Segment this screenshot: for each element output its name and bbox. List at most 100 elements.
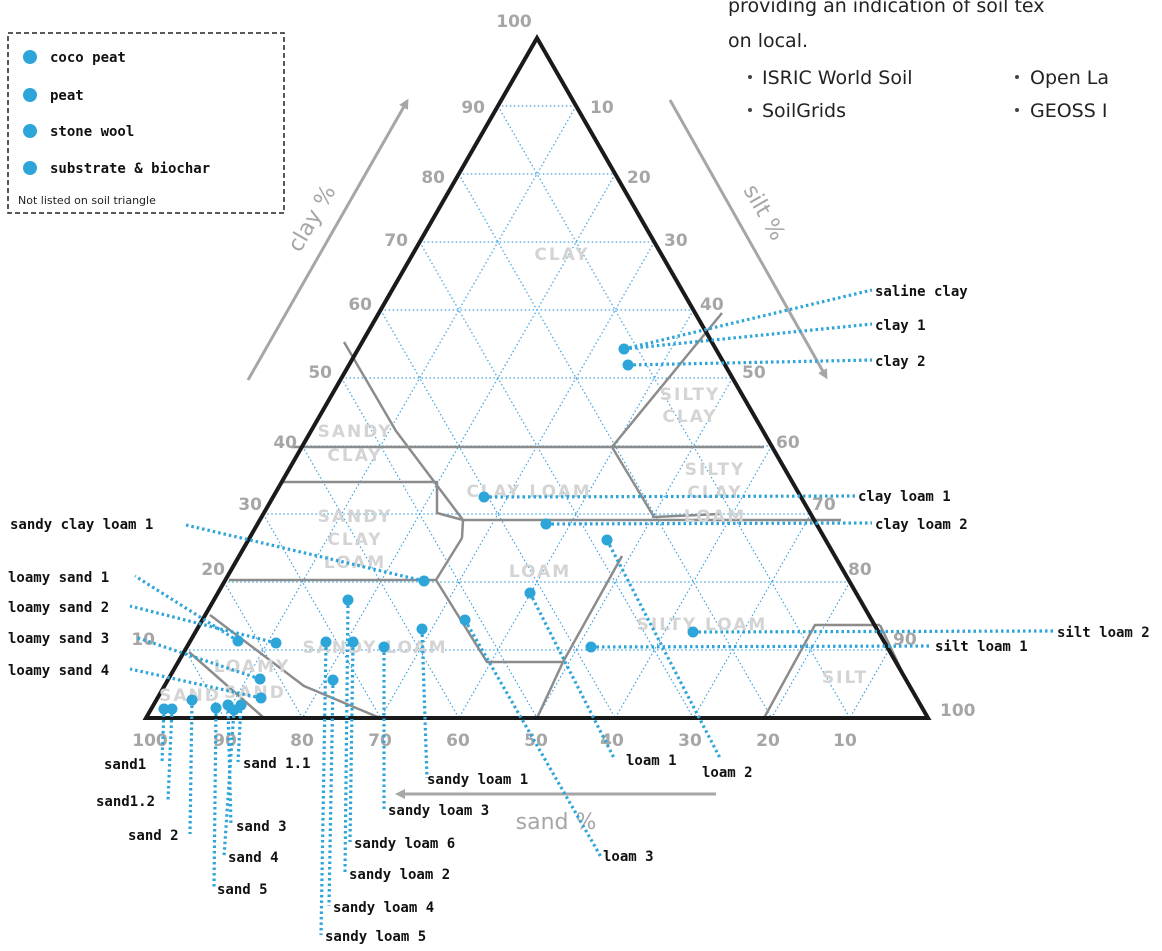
sample-label: sand 2 bbox=[128, 828, 179, 844]
sample-label: loam 1 bbox=[626, 753, 677, 769]
sample-point bbox=[347, 636, 359, 648]
sample-point bbox=[166, 703, 178, 715]
sample-point bbox=[478, 491, 490, 503]
intro-line-1: providing an indication of soil tex bbox=[728, 0, 1045, 17]
clay-tick: 40 bbox=[273, 433, 297, 453]
legend: coco peat peat stone wool substrate & bi… bbox=[7, 32, 285, 214]
sample-label: silt loam 1 bbox=[935, 639, 1028, 655]
legend-item-coco-peat: coco peat bbox=[50, 50, 126, 66]
silt-tick: 20 bbox=[627, 168, 651, 188]
legend-dot-icon bbox=[23, 161, 37, 175]
sample-point bbox=[585, 641, 597, 653]
grid-line bbox=[301, 173, 616, 719]
silt-arrow-icon bbox=[668, 99, 828, 380]
region-loamy-sand-2: SAND bbox=[224, 683, 286, 703]
class-boundary bbox=[610, 446, 721, 519]
silt-tick: 30 bbox=[664, 231, 688, 251]
bullet-icon bbox=[748, 75, 752, 79]
sample-label: sandy loam 3 bbox=[388, 803, 489, 819]
region-silty-loam: SILTY LOAM bbox=[637, 615, 768, 635]
grid-line bbox=[262, 513, 382, 719]
sand-tick: 60 bbox=[446, 731, 470, 751]
intro-text: providing an indication of soil tex on l… bbox=[728, 0, 1109, 122]
sample-point bbox=[601, 534, 613, 546]
leader-line bbox=[160, 708, 166, 764]
axis-clay: clay % bbox=[246, 98, 409, 381]
silt-tick: 100 bbox=[940, 701, 976, 721]
sand-tick: 30 bbox=[678, 731, 702, 751]
source-soilgrids: SoilGrids bbox=[762, 100, 846, 122]
clay-tick: 50 bbox=[308, 363, 332, 383]
region-sandy-clay-2: CLAY bbox=[327, 446, 382, 466]
sand-tick: 10 bbox=[833, 731, 857, 751]
sample-point bbox=[327, 674, 339, 686]
leader-line bbox=[590, 644, 933, 649]
region-clay: CLAY bbox=[534, 245, 589, 265]
sample-point bbox=[232, 635, 244, 647]
legend-note: Not listed on soil triangle bbox=[18, 194, 156, 207]
leader-line bbox=[327, 679, 335, 907]
sample-label: sand 1.1 bbox=[243, 756, 310, 772]
leader-line bbox=[545, 521, 873, 526]
sample-label: sandy loam 1 bbox=[427, 772, 528, 788]
sample-label: sandy loam 5 bbox=[325, 929, 426, 945]
sample-point bbox=[320, 636, 332, 648]
grid-lines bbox=[184, 105, 890, 719]
sample-label: clay loam 2 bbox=[875, 517, 968, 533]
sample-point bbox=[540, 518, 552, 530]
clay-tick: 80 bbox=[421, 168, 445, 188]
source-open-land: Open La bbox=[1030, 67, 1109, 89]
leader-line bbox=[343, 599, 350, 874]
sand-tick: 50 bbox=[524, 731, 548, 751]
legend-dot-icon bbox=[23, 88, 37, 102]
sample-label: loamy sand 2 bbox=[8, 600, 109, 616]
sample-point bbox=[342, 594, 354, 606]
leader-line bbox=[483, 494, 856, 499]
clay-tick: 20 bbox=[201, 560, 225, 580]
sample-point bbox=[459, 614, 471, 626]
sample-label: sandy loam 4 bbox=[333, 900, 434, 916]
grid-line bbox=[380, 309, 616, 719]
silt-tick: 50 bbox=[742, 363, 766, 383]
grid-line bbox=[497, 105, 851, 719]
leader-line bbox=[188, 699, 194, 835]
grid-line bbox=[849, 649, 890, 719]
region-silty-clay-1: SILTY bbox=[660, 385, 721, 405]
leader-line bbox=[623, 322, 873, 351]
sample-label: sand 3 bbox=[236, 819, 287, 835]
leader-line bbox=[348, 641, 355, 843]
legend-item-peat: peat bbox=[50, 88, 84, 104]
legend-item-substrate-biochar: substrate & biochar bbox=[50, 161, 210, 177]
sample-point bbox=[158, 703, 170, 715]
region-sandy-clay-1: SANDY bbox=[318, 422, 393, 442]
region-sandy-loam: SANDY LOAM bbox=[302, 638, 447, 658]
sample-label: loam 3 bbox=[603, 849, 654, 865]
grid-line bbox=[223, 105, 577, 719]
leader-line bbox=[319, 641, 328, 936]
region-labels: CLAY SILTY CLAY SANDY CLAY SILTY CLAY LO… bbox=[159, 245, 866, 706]
region-silty-clay-2: CLAY bbox=[662, 407, 717, 427]
sample-label: clay 1 bbox=[875, 318, 926, 334]
sample-label: loam 2 bbox=[702, 765, 753, 781]
sample-point bbox=[255, 692, 267, 704]
bullet-icon bbox=[1015, 75, 1019, 79]
clay-tick: 60 bbox=[348, 295, 372, 315]
sand-tick: 90 bbox=[213, 731, 237, 751]
leader-line bbox=[463, 619, 603, 858]
sample-label: clay loam 1 bbox=[858, 489, 951, 505]
source-geoss: GEOSS I bbox=[1030, 100, 1107, 122]
triangle-outline bbox=[142, 33, 932, 720]
legend-frame bbox=[7, 32, 285, 214]
sample-label: silt loam 2 bbox=[1057, 625, 1150, 641]
class-boundary bbox=[535, 661, 565, 719]
sand-tick: 80 bbox=[290, 731, 314, 751]
sample-label: sandy loam 6 bbox=[354, 836, 455, 852]
sample-point bbox=[416, 623, 428, 635]
clay-axis-title: clay % bbox=[283, 181, 341, 256]
clay-tick: 100 bbox=[496, 12, 532, 32]
grid-line bbox=[536, 377, 734, 719]
sample-point bbox=[618, 343, 630, 355]
sample-label: loamy sand 3 bbox=[8, 631, 109, 647]
leader-line bbox=[129, 667, 262, 700]
